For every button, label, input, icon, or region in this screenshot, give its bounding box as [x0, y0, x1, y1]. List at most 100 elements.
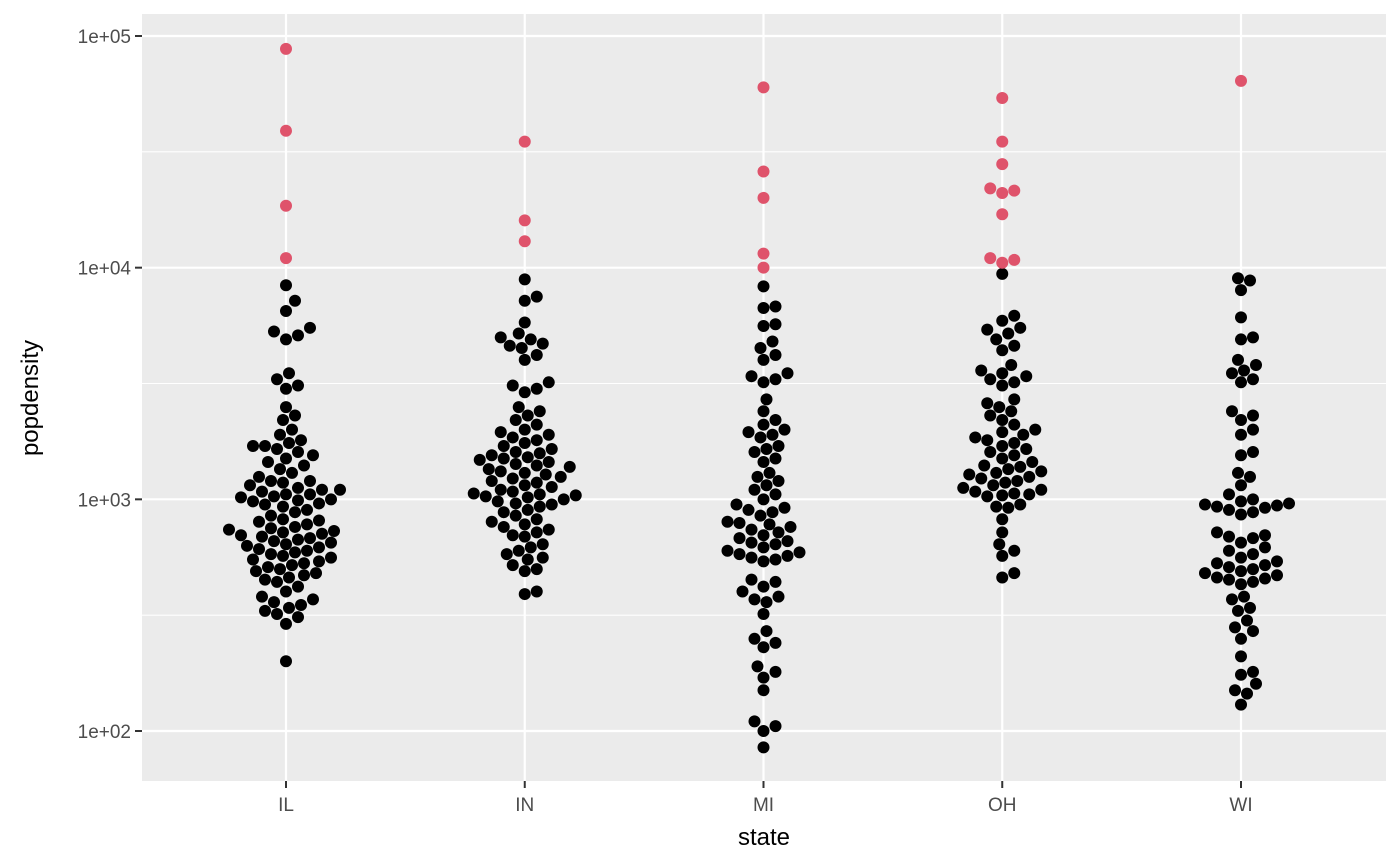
data-point [304, 532, 316, 545]
data-point-outlier [518, 214, 531, 227]
data-point-outlier [757, 165, 770, 178]
data-point [990, 500, 1003, 513]
data-point [996, 267, 1009, 280]
data-point [1244, 470, 1256, 483]
data-point [1247, 409, 1259, 422]
data-point [1238, 364, 1250, 377]
data-point [1250, 677, 1262, 690]
data-point [784, 520, 797, 533]
y-tick-label: 1e+05 [78, 27, 131, 48]
data-point [754, 342, 767, 355]
data-point [1002, 463, 1015, 476]
data-point [981, 397, 994, 410]
data-point [539, 468, 552, 481]
data-point [298, 569, 310, 582]
data-point [990, 333, 1003, 346]
data-point [557, 493, 570, 506]
data-point [506, 485, 519, 498]
data-point [482, 463, 495, 476]
data-point [533, 447, 546, 460]
data-point [1235, 565, 1247, 578]
data-point [1241, 614, 1253, 627]
data-point [313, 514, 325, 527]
data-point [1241, 687, 1253, 700]
data-point [503, 339, 516, 352]
data-point [757, 684, 770, 697]
data-point [530, 290, 543, 303]
data-point [497, 452, 510, 465]
data-point [748, 446, 761, 459]
data-point-outlier [757, 247, 770, 260]
data-point [265, 522, 277, 535]
data-point-outlier [1008, 253, 1021, 266]
data-point [996, 513, 1009, 526]
data-point [244, 479, 256, 492]
data-point-outlier [996, 208, 1009, 221]
data-point [1011, 474, 1024, 487]
data-point [1235, 311, 1247, 324]
data-point [730, 498, 743, 511]
data-point [509, 509, 522, 522]
data-point [524, 541, 537, 554]
points-layer [223, 42, 1295, 754]
data-point-outlier [280, 42, 292, 55]
data-point [301, 544, 313, 557]
data-point [1235, 495, 1247, 508]
data-point [981, 490, 994, 503]
data-point [530, 459, 543, 472]
data-point [1223, 573, 1235, 586]
data-point [1247, 665, 1259, 678]
data-point [304, 488, 316, 501]
data-point [247, 495, 259, 508]
data-point [295, 598, 307, 611]
data-point [512, 327, 525, 340]
data-point [1005, 359, 1018, 372]
data-point [745, 523, 758, 536]
data-point [545, 442, 558, 455]
data-point [769, 488, 782, 501]
data-point [325, 551, 337, 564]
data-point [778, 501, 791, 514]
data-point [250, 565, 262, 578]
data-point [1014, 498, 1027, 511]
data-point [769, 414, 782, 427]
data-point [781, 535, 794, 548]
data-point [1020, 370, 1033, 383]
data-point [485, 449, 498, 462]
data-point-outlier [996, 256, 1009, 269]
data-point [969, 485, 982, 498]
data-point-outlier [280, 124, 292, 137]
data-point [289, 546, 301, 559]
data-point [1235, 632, 1247, 645]
data-point [1232, 272, 1244, 285]
data-point [509, 458, 522, 471]
data-point [1229, 684, 1241, 697]
data-point [530, 434, 543, 447]
data-point [223, 523, 235, 536]
data-point [760, 596, 773, 609]
data-point [1259, 541, 1271, 554]
data-point [256, 485, 268, 498]
data-point [533, 405, 546, 418]
data-point [277, 500, 289, 513]
data-point [280, 333, 292, 346]
data-point [536, 337, 549, 350]
data-point [313, 541, 325, 554]
data-point [772, 439, 785, 452]
data-point [325, 536, 337, 549]
data-point [757, 529, 770, 542]
data-point [1247, 446, 1259, 459]
data-point [259, 498, 271, 511]
data-point [984, 373, 997, 386]
data-point-outlier [1235, 74, 1247, 87]
data-point [253, 543, 265, 556]
data-point [307, 449, 319, 462]
data-point [280, 538, 292, 551]
data-point [766, 506, 779, 519]
data-point [268, 490, 280, 503]
data-point [993, 401, 1006, 414]
data-point [1035, 465, 1048, 478]
data-point [280, 382, 292, 395]
data-point [467, 487, 480, 500]
data-point [268, 596, 280, 609]
